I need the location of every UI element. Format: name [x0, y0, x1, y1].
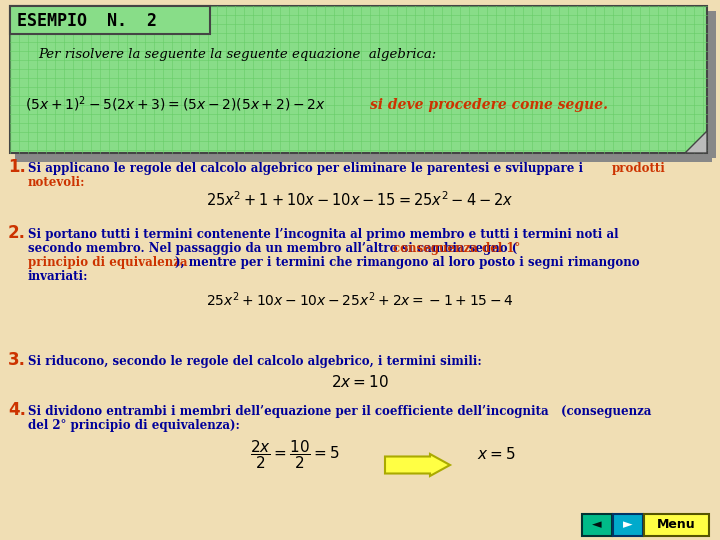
Text: prodotti: prodotti — [612, 162, 666, 175]
Text: 1.: 1. — [8, 158, 26, 176]
FancyBboxPatch shape — [10, 6, 210, 34]
Text: Si riducono, secondo le regole del calcolo algebrico, i termini simili:: Si riducono, secondo le regole del calco… — [28, 355, 482, 368]
Text: Si portano tutti i termini contenente l’incognita al primo membro e tutti i term: Si portano tutti i termini contenente l’… — [28, 228, 618, 241]
Text: ◄: ◄ — [592, 518, 602, 531]
Text: ►: ► — [624, 518, 633, 531]
Text: 3.: 3. — [8, 351, 26, 369]
Text: $(5x+1)^2 - 5(2x+3) = (5x-2)(5x+2) - 2x$: $(5x+1)^2 - 5(2x+3) = (5x-2)(5x+2) - 2x$ — [25, 94, 325, 113]
Text: notevoli:: notevoli: — [28, 176, 86, 189]
Text: $25x^2+10x-10x-25x^2+2x = -1+15-4$: $25x^2+10x-10x-25x^2+2x = -1+15-4$ — [206, 291, 514, 309]
FancyBboxPatch shape — [707, 11, 716, 158]
Text: Menu: Menu — [657, 518, 696, 531]
Text: $25x^2 + 1 + 10x - 10x - 15 = 25x^2 - 4 - 2x$: $25x^2 + 1 + 10x - 10x - 15 = 25x^2 - 4 … — [207, 190, 513, 209]
Text: ), mentre per i termini che rimangono al loro posto i segni rimangono: ), mentre per i termini che rimangono al… — [175, 256, 639, 269]
Text: $2x = 10$: $2x = 10$ — [331, 374, 389, 390]
FancyBboxPatch shape — [15, 153, 712, 162]
Text: Si applicano le regole del calcolo algebrico per eliminare le parentesi e svilup: Si applicano le regole del calcolo algeb… — [28, 162, 588, 175]
Text: invariati:: invariati: — [28, 270, 89, 283]
Text: secondo membro. Nel passaggio da un membro all’altro si cambia segno (: secondo membro. Nel passaggio da un memb… — [28, 242, 517, 255]
FancyBboxPatch shape — [644, 514, 709, 536]
Text: Per risolvere la seguente la seguente equazione  algebrica:: Per risolvere la seguente la seguente eq… — [38, 48, 436, 61]
Text: ESEMPIO  N.  2: ESEMPIO N. 2 — [17, 12, 157, 30]
Text: conseguenza del 1°: conseguenza del 1° — [393, 242, 521, 255]
Polygon shape — [685, 131, 707, 153]
Text: 2.: 2. — [8, 224, 26, 242]
FancyBboxPatch shape — [582, 514, 612, 536]
Text: $\dfrac{2x}{2} = \dfrac{10}{2} = 5$: $\dfrac{2x}{2} = \dfrac{10}{2} = 5$ — [250, 438, 340, 471]
FancyBboxPatch shape — [10, 6, 707, 153]
Text: del 2° principio di equivalenza):: del 2° principio di equivalenza): — [28, 419, 240, 432]
FancyArrow shape — [385, 454, 450, 476]
FancyBboxPatch shape — [613, 514, 643, 536]
Text: si deve procedere come segue.: si deve procedere come segue. — [370, 98, 608, 112]
Text: principio di equivalenza: principio di equivalenza — [28, 256, 187, 269]
Text: Si dividono entrambi i membri dell’equazione per il coefficiente dell’incognita : Si dividono entrambi i membri dell’equaz… — [28, 405, 652, 418]
Text: 4.: 4. — [8, 401, 26, 419]
Text: $x = 5$: $x = 5$ — [477, 446, 516, 462]
